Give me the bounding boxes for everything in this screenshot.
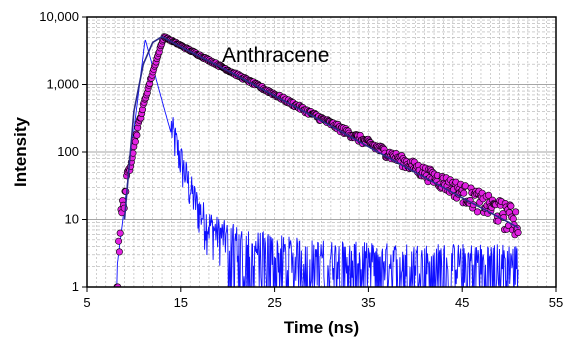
annotation-label: Anthracene [222, 44, 329, 67]
y-tick-label: 10 [65, 212, 79, 227]
data-point [507, 202, 515, 210]
plot-area [113, 33, 522, 287]
data-point [122, 188, 130, 196]
y-tick-label: 1,000 [46, 77, 79, 92]
y-tick-label: 100 [57, 144, 79, 159]
data-point [116, 229, 124, 237]
x-tick-label: 35 [361, 295, 375, 310]
x-tick-label: 15 [174, 295, 188, 310]
y-tick-label: 1 [72, 279, 79, 294]
data-point [512, 208, 520, 216]
instrument-response-line [115, 39, 519, 287]
data-point [133, 131, 141, 139]
y-axis-title: Intensity [11, 117, 30, 187]
data-point [131, 138, 139, 146]
data-point [494, 217, 502, 225]
x-axis-title: Time (ns) [284, 318, 359, 337]
data-point [473, 208, 481, 216]
data-point [514, 229, 522, 237]
data-point [115, 248, 123, 256]
x-tick-label: 25 [267, 295, 281, 310]
data-point [509, 215, 517, 223]
data-point [460, 189, 468, 197]
x-tick-label: 5 [83, 295, 90, 310]
fit-curve [123, 35, 519, 229]
data-point [485, 191, 493, 199]
x-tick-label: 45 [455, 295, 469, 310]
data-point [115, 237, 123, 245]
y-tick-label: 10,000 [39, 9, 79, 24]
axis-ticks: 5 15 25 35 45 55 1 10 100 1,000 10,000 [39, 9, 563, 310]
x-tick-label: 55 [549, 295, 563, 310]
